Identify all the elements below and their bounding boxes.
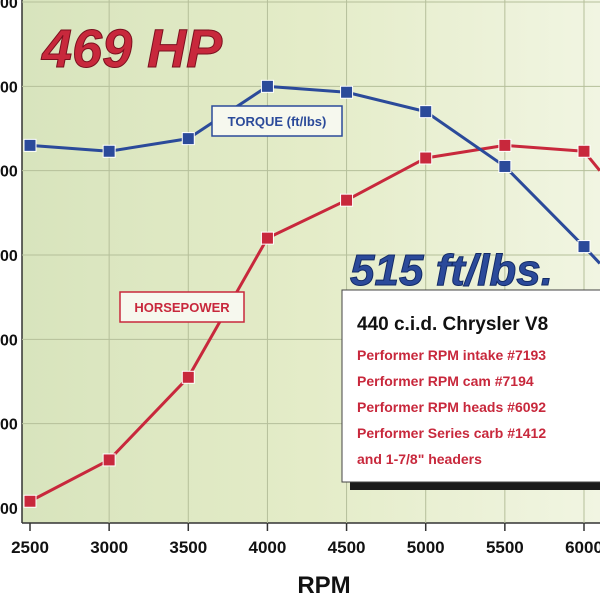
x-tick-label: 3000: [90, 538, 128, 557]
horsepower-marker: [340, 193, 354, 207]
y-tick-label: 00: [0, 501, 18, 518]
torque-marker: [23, 138, 37, 152]
spec-line: Performer Series carb #1412: [357, 425, 546, 441]
torque-marker: [577, 240, 591, 254]
horsepower-label: HORSEPOWER: [119, 291, 245, 323]
x-tick-label: 4500: [328, 538, 366, 557]
torque-marker: [419, 105, 433, 119]
horsepower-marker: [577, 144, 591, 158]
horsepower-marker: [419, 151, 433, 165]
y-tick-label: 00: [0, 417, 18, 434]
torque-label: TORQUE (ft/lbs): [211, 105, 343, 137]
y-tick-label: 00: [0, 0, 18, 12]
x-tick-labels: 2500 3000 3500 4000 4500 5000 5500 6000: [11, 538, 600, 557]
x-tick-label: 4000: [249, 538, 287, 557]
horsepower-marker: [23, 494, 37, 508]
x-tick-label: 2500: [11, 538, 49, 557]
spec-line: Performer RPM intake #7193: [357, 347, 546, 363]
torque-marker: [498, 159, 512, 173]
horsepower-marker: [260, 231, 274, 245]
horsepower-label-text: HORSEPOWER: [134, 300, 230, 315]
horsepower-series: [23, 138, 600, 508]
spec-line: and 1-7/8" headers: [357, 451, 482, 467]
x-tick-label: 5500: [486, 538, 524, 557]
torque-marker: [102, 144, 116, 158]
horsepower-marker: [181, 370, 195, 384]
spec-line: Performer RPM heads #6092: [357, 399, 546, 415]
spec-line: Performer RPM cam #7194: [357, 373, 534, 389]
horsepower-marker: [102, 453, 116, 467]
horsepower-marker: [498, 138, 512, 152]
y-tick-label: 00: [0, 248, 18, 265]
y-tick-label: 00: [0, 164, 18, 181]
torque-label-text: TORQUE (ft/lbs): [228, 114, 327, 129]
x-axis-title: RPM: [297, 572, 350, 599]
x-tick-label: 3500: [169, 538, 207, 557]
hp-title: 469 HP: [41, 19, 223, 79]
torque-series: [23, 79, 600, 265]
y-tick-label: 00: [0, 332, 18, 349]
spec-heading: 440 c.i.d. Chrysler V8: [357, 314, 548, 335]
y-tick-label: 00: [0, 79, 18, 96]
spec-box: 440 c.i.d. Chrysler V8 Performer RPM int…: [341, 289, 600, 490]
torque-marker: [340, 85, 354, 99]
y-tick-labels: 00 00 00 00 00 00 00: [0, 0, 18, 518]
x-tick-label: 6000: [565, 538, 600, 557]
torque-title: 515 ft/lbs.: [350, 246, 553, 295]
torque-marker: [260, 79, 274, 93]
torque-marker: [181, 132, 195, 146]
x-tick-label: 5000: [407, 538, 445, 557]
